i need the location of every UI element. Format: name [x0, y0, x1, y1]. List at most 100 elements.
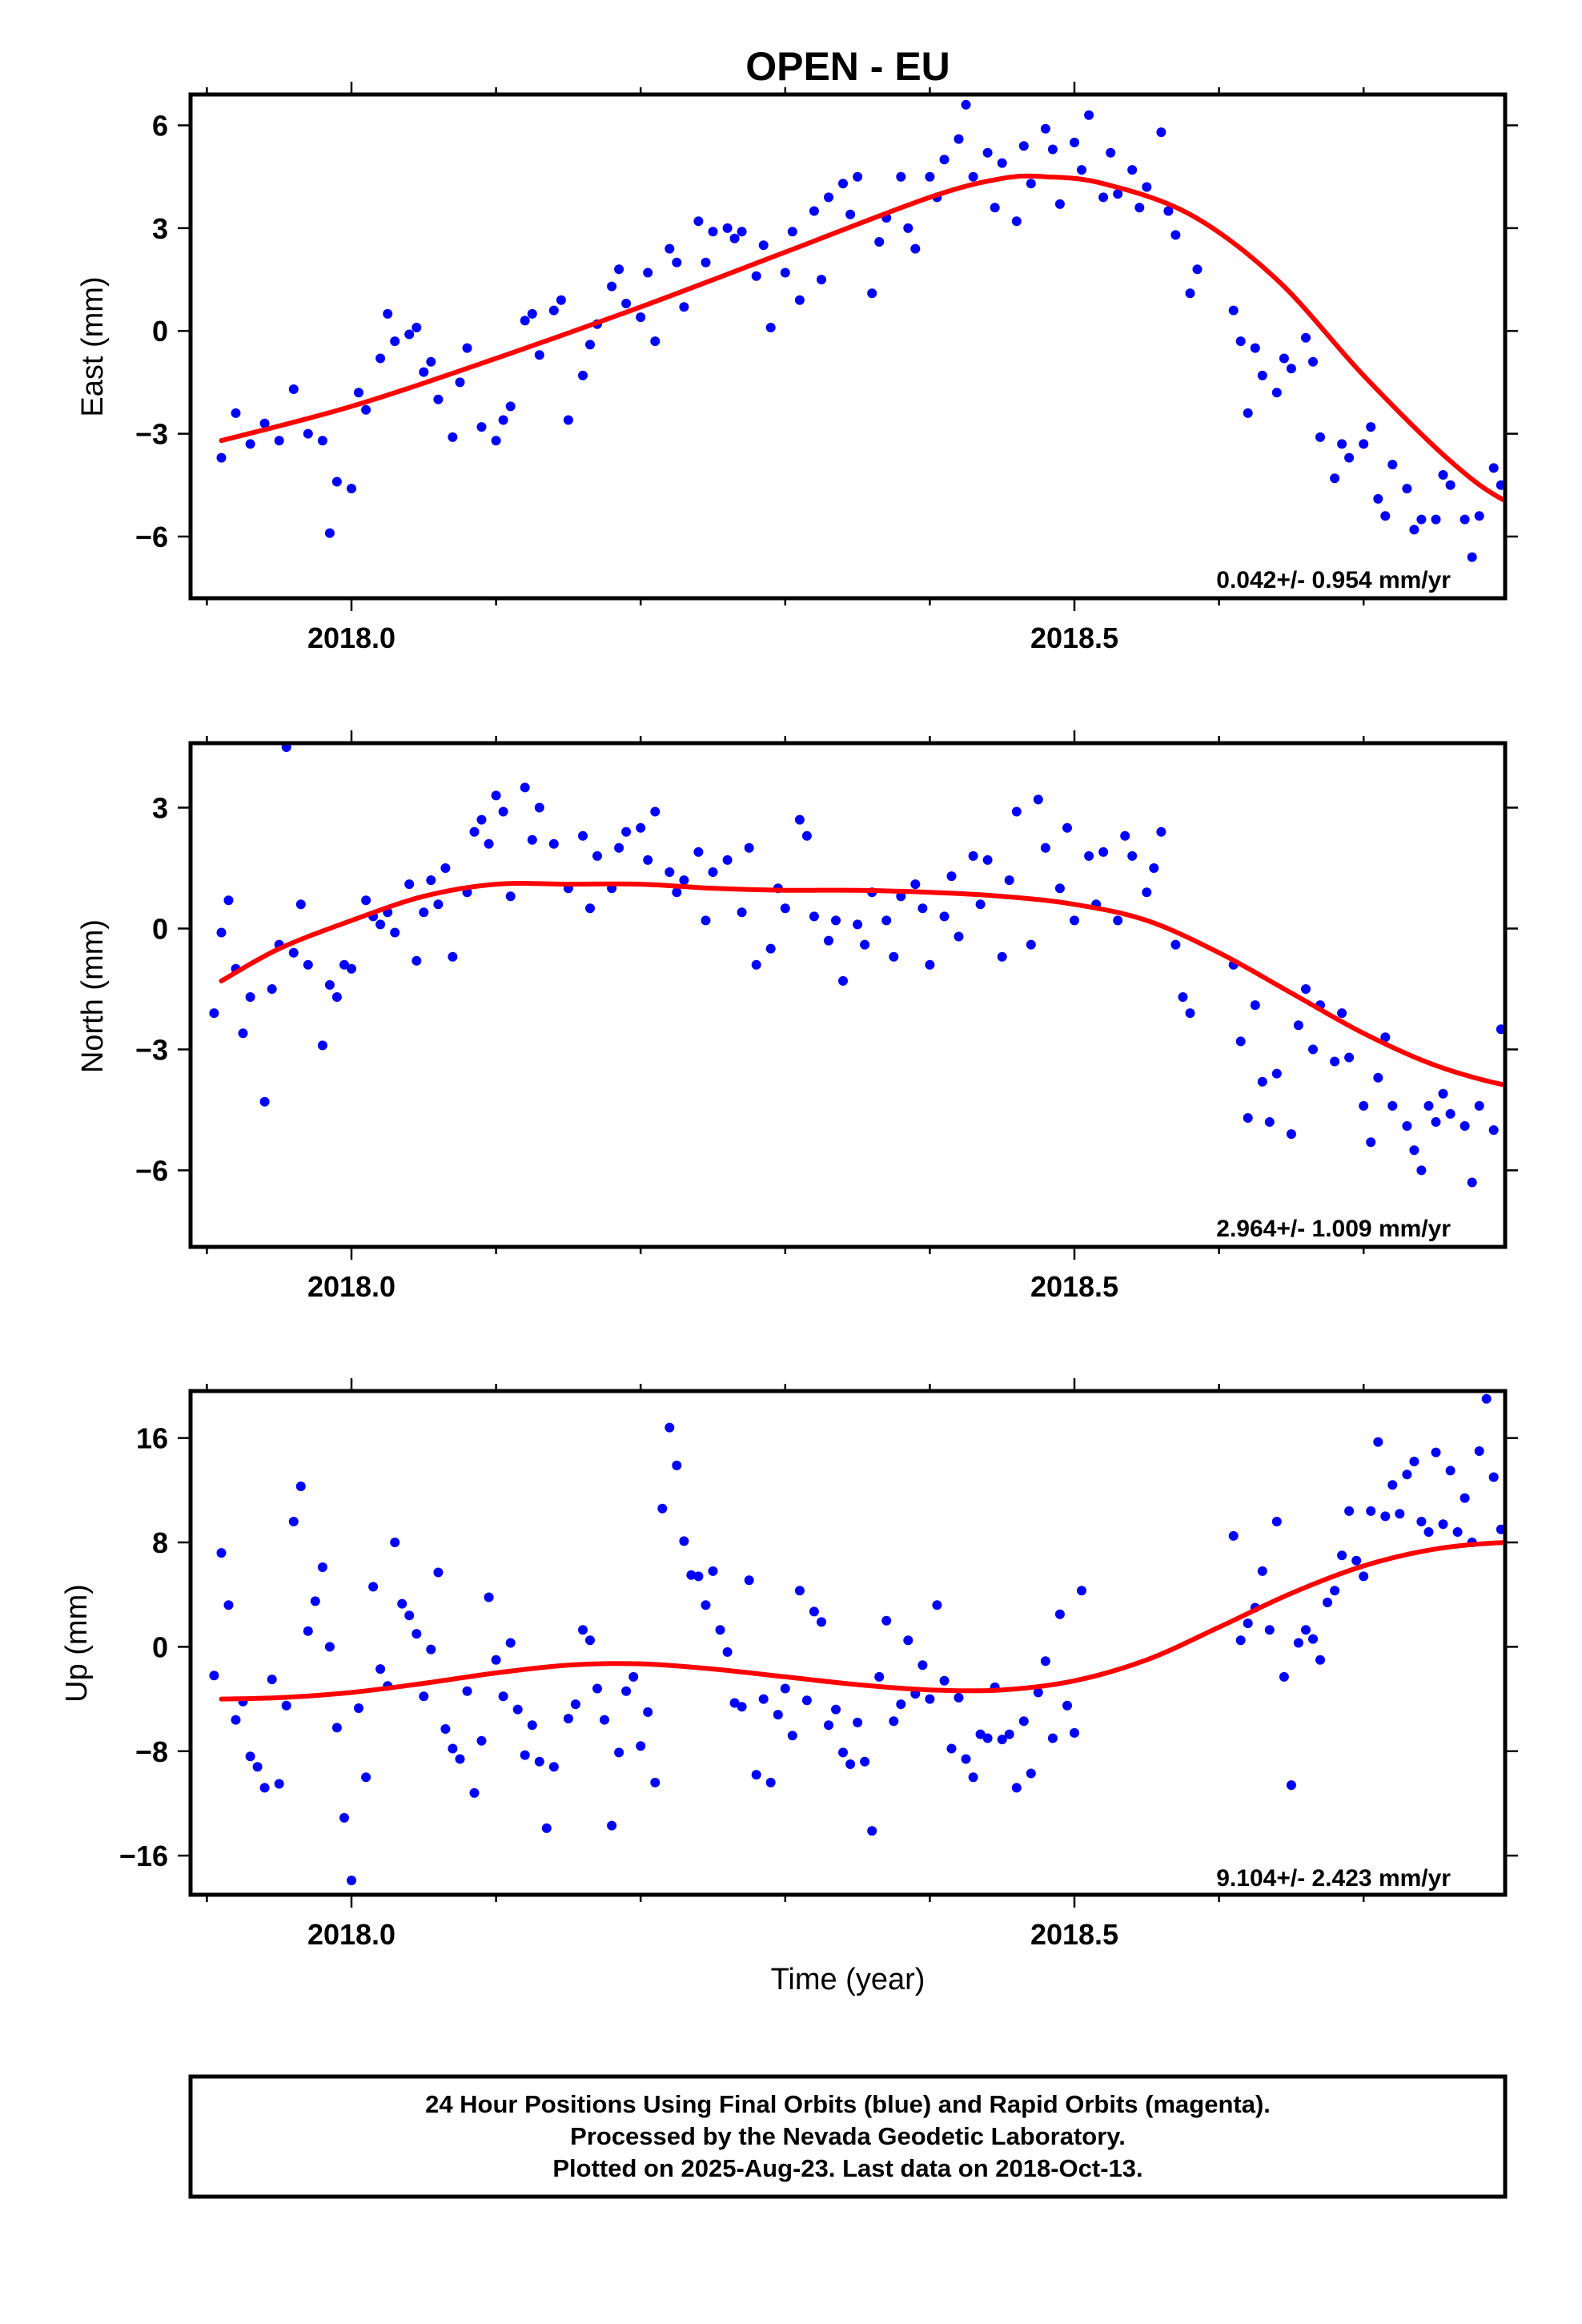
data-point [1271, 1517, 1282, 1526]
data-point [1488, 463, 1499, 473]
data-point [1271, 1068, 1282, 1079]
data-point [448, 951, 458, 962]
data-point [679, 302, 689, 312]
data-point [1235, 336, 1246, 347]
data-point [607, 1820, 617, 1831]
data-point [354, 388, 363, 398]
plot-frame [188, 741, 1508, 1249]
data-point [274, 436, 284, 446]
data-point [317, 436, 327, 446]
data-point [1409, 1145, 1419, 1156]
data-point [259, 1096, 270, 1107]
data-point [505, 1638, 516, 1648]
data-point [267, 984, 277, 994]
data-point [1438, 1519, 1448, 1530]
data-point [968, 171, 978, 182]
data-point [1561, 919, 1571, 929]
data-point [1409, 1457, 1419, 1466]
data-point [1257, 370, 1267, 380]
y-tick-label: −16 [119, 1839, 168, 1872]
data-point [636, 1741, 646, 1751]
data-point [860, 1756, 870, 1767]
data-point [765, 943, 776, 954]
data-point [223, 1600, 234, 1610]
data-point [1373, 493, 1383, 504]
data-point [223, 895, 234, 906]
data-point [231, 1715, 241, 1725]
data-point [527, 1720, 537, 1731]
x-tick-label: 2018.5 [1030, 1270, 1118, 1303]
data-point [643, 267, 653, 278]
data-point [412, 323, 422, 332]
data-point [1293, 1638, 1303, 1648]
data-point [440, 1724, 451, 1734]
data-point [831, 915, 841, 926]
data-point [520, 316, 530, 326]
data-point [1243, 408, 1253, 418]
data-point [324, 979, 335, 990]
data-point [954, 134, 964, 144]
data-point [1106, 147, 1116, 158]
data-point [534, 1756, 544, 1767]
data-point [397, 1598, 408, 1609]
data-point [1257, 1076, 1267, 1087]
data-point [845, 209, 856, 219]
data-point [259, 1783, 270, 1793]
data-point [419, 1691, 429, 1702]
data-point [751, 271, 761, 281]
data-point [1518, 1049, 1528, 1059]
data-point [1496, 1524, 1505, 1534]
data-point [1250, 1000, 1260, 1011]
data-point [997, 951, 1007, 962]
data-point [419, 367, 429, 377]
data-point [534, 802, 544, 813]
data-point [1235, 1036, 1246, 1047]
data-point [831, 1704, 841, 1715]
data-point [331, 992, 342, 1002]
data-point [1308, 1044, 1318, 1055]
data-point [1070, 137, 1079, 147]
data-point [1330, 1056, 1340, 1067]
data-point [1257, 1566, 1267, 1576]
data-point [404, 329, 415, 340]
data-point [1387, 460, 1398, 470]
data-point [643, 854, 653, 865]
data-point [1033, 794, 1043, 805]
data-point [1047, 144, 1058, 155]
data-point [975, 899, 986, 910]
data-point [1337, 1008, 1347, 1019]
data-point [570, 1699, 580, 1710]
data-point [982, 1733, 993, 1743]
data-point [665, 867, 675, 877]
data-point [860, 939, 870, 950]
data-point [1474, 1446, 1484, 1456]
data-point [491, 436, 501, 446]
data-point [874, 1671, 885, 1682]
data-point [412, 955, 422, 966]
footer-line: 24 Hour Positions Using Final Orbits (bl… [425, 2090, 1271, 2118]
data-point [448, 432, 458, 442]
data-point [881, 915, 892, 926]
x-tick-label: 2018.5 [1030, 621, 1118, 654]
data-point [1547, 508, 1556, 517]
data-point [1235, 1635, 1246, 1646]
fit-curve [219, 880, 1505, 1088]
data-point [1496, 480, 1505, 490]
data-point [1142, 887, 1152, 898]
data-point [563, 415, 573, 425]
data-point [1467, 552, 1477, 562]
data-point [701, 257, 711, 267]
data-point [1185, 288, 1195, 299]
data-point [925, 959, 935, 970]
data-point [1264, 1117, 1275, 1127]
data-point [1402, 1121, 1412, 1131]
data-point [961, 1754, 971, 1764]
data-point [1460, 514, 1470, 525]
data-point [1540, 1089, 1549, 1099]
y-tick-label: 3 [152, 212, 168, 245]
data-point [1084, 850, 1094, 861]
data-point [1431, 1447, 1441, 1458]
data-point [1518, 1575, 1528, 1585]
data-point [1004, 875, 1014, 886]
